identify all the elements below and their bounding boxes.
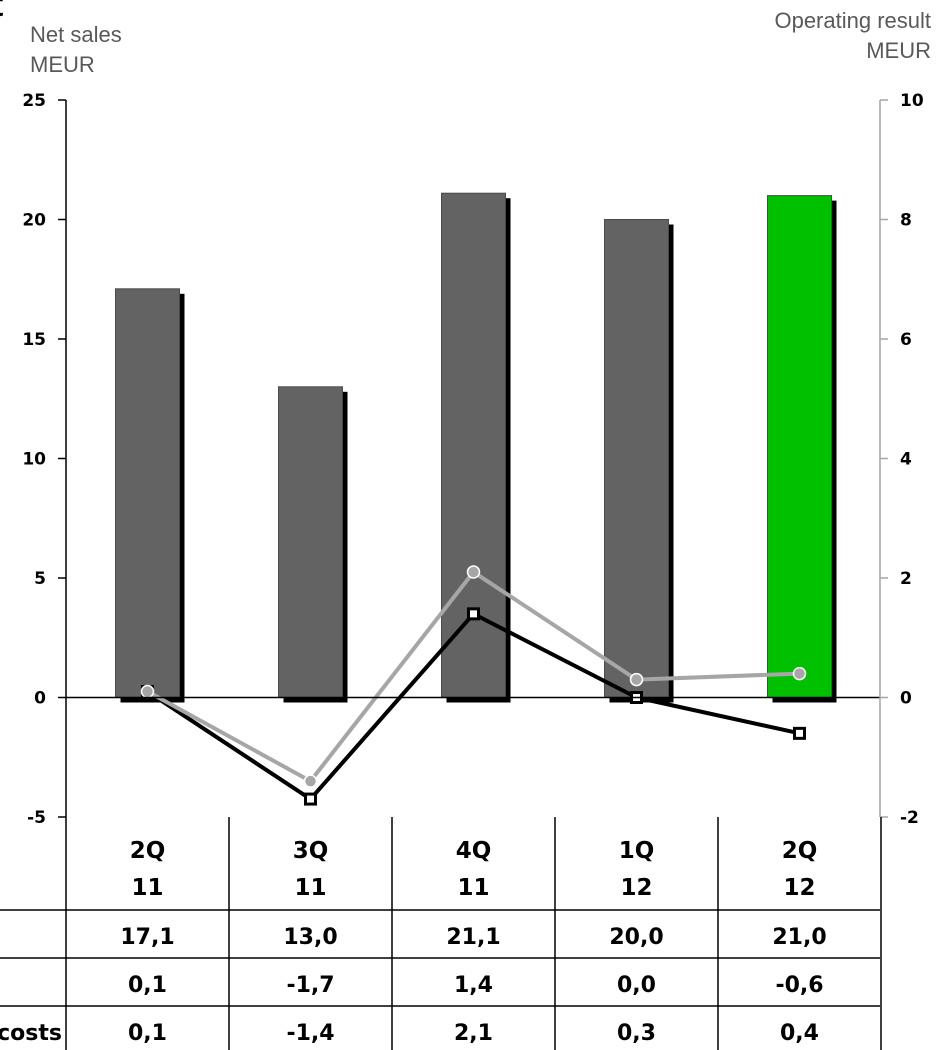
table-cell: 1,4 [454, 973, 493, 998]
right-tick-label: 10 [900, 91, 924, 111]
table-cell: -1,4 [286, 1021, 334, 1046]
table-cell: 2,1 [454, 1021, 493, 1046]
line-point-circle [629, 672, 644, 687]
table-cell: 13,0 [283, 925, 337, 950]
bar [767, 195, 832, 698]
category-label-quarter: 1Q [619, 838, 655, 864]
left-axis-label-line2: MEUR [30, 52, 95, 77]
right-tick-label: 4 [900, 450, 912, 470]
table-cell: 17,1 [120, 925, 174, 950]
category-label-year: 12 [783, 875, 815, 901]
left-axis-label: Net sales MEUR [30, 20, 122, 80]
table-cell: 21,0 [772, 925, 826, 950]
table-cell: 0,0 [617, 973, 656, 998]
left-tick-label: 0 [34, 689, 46, 709]
category-label-year: 12 [620, 875, 652, 901]
category-label-quarter: 2Q [782, 838, 818, 864]
category-label-quarter: 3Q [293, 838, 329, 864]
line-point-circle [792, 666, 807, 681]
category-label-year: 11 [294, 875, 326, 901]
bar [441, 192, 506, 699]
right-tick-label: 2 [900, 569, 912, 589]
left-tick-label: 5 [34, 569, 46, 589]
line-point-circle [466, 565, 481, 579]
table-cell: -0,6 [775, 973, 823, 998]
bar [604, 219, 669, 698]
left-tick-label: 25 [22, 91, 46, 111]
line-point-square [304, 792, 317, 806]
left-tick-label: 10 [22, 450, 46, 470]
table-cell: 0,1 [128, 1021, 167, 1046]
right-tick-label: -2 [900, 808, 919, 828]
line-point-circle [140, 684, 155, 699]
table-cell: 20,0 [609, 925, 663, 950]
category-label-quarter: 4Q [456, 838, 492, 864]
category-label-year: 11 [131, 875, 163, 901]
table-row-label: costs [0, 1021, 62, 1046]
bar [278, 386, 343, 698]
line-point-circle [303, 774, 318, 788]
table-cell: 0,4 [780, 1021, 819, 1046]
right-axis-label-line1: Operating result [774, 8, 931, 33]
category-label-quarter: 2Q [130, 838, 166, 864]
left-tick-label: 20 [22, 211, 46, 231]
table-cell: 21,1 [446, 925, 500, 950]
right-tick-label: 6 [900, 330, 912, 350]
category-label-year: 11 [457, 875, 489, 901]
table-cell: 0,3 [617, 1021, 656, 1046]
right-axis-label: Operating result MEUR [774, 6, 931, 66]
left-axis-label-line1: Net sales [30, 22, 122, 47]
line-point-square [793, 726, 806, 740]
right-tick-label: 0 [900, 689, 912, 709]
left-tick-label: -5 [27, 808, 46, 828]
right-axis-label-line2: MEUR [866, 38, 931, 63]
right-tick-label: 8 [900, 211, 912, 231]
left-tick-label: 15 [22, 330, 46, 350]
line-point-square [467, 607, 480, 621]
bar [115, 288, 180, 698]
corner-glyph: t [0, 0, 3, 25]
table-cell: -1,7 [286, 973, 334, 998]
table-cell: 0,1 [128, 973, 167, 998]
